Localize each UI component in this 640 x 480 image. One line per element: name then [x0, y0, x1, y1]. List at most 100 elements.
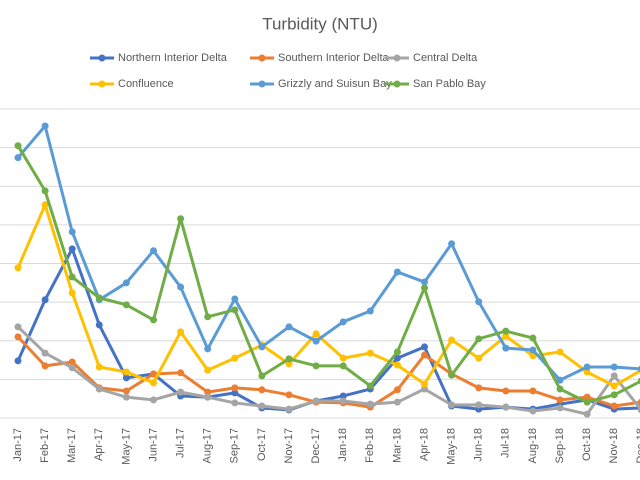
legend-label: Central Delta	[413, 52, 478, 64]
legend-marker	[258, 54, 266, 62]
data-point	[122, 368, 130, 376]
data-point	[583, 398, 591, 406]
data-point	[258, 343, 266, 351]
legend-marker	[258, 80, 266, 88]
data-point	[421, 380, 428, 388]
data-point	[583, 363, 591, 371]
data-point	[448, 401, 456, 409]
data-point	[68, 228, 76, 236]
data-point	[366, 382, 374, 390]
x-tick-label: Mar-17	[66, 428, 78, 463]
legend-label: Confluence	[118, 78, 174, 90]
data-point	[339, 318, 347, 326]
legend-label: San Pablo Bay	[413, 78, 486, 90]
x-tick-label: Oct-17	[256, 428, 268, 461]
data-point	[285, 323, 293, 331]
data-point	[177, 388, 185, 396]
legend-label: Southern Interior Delta	[278, 52, 390, 64]
data-point	[177, 369, 185, 377]
data-point	[475, 335, 483, 343]
x-tick-label: Mar-18	[391, 428, 403, 463]
data-point	[122, 301, 130, 309]
data-point	[68, 273, 76, 281]
legend-marker	[393, 80, 401, 88]
data-point	[610, 372, 618, 380]
legend-label: Northern Interior Delta	[118, 52, 228, 64]
x-tick-label: Jun-18	[473, 428, 485, 462]
data-point	[393, 398, 401, 406]
x-tick-label: Oct-18	[581, 428, 593, 461]
data-point	[556, 404, 564, 412]
data-point	[637, 406, 640, 414]
data-point	[68, 245, 76, 253]
data-point	[366, 349, 374, 357]
x-tick-label: Aug-18	[527, 428, 539, 463]
data-point	[285, 355, 293, 363]
data-point	[258, 402, 266, 410]
data-point	[177, 215, 185, 223]
data-point	[421, 343, 428, 351]
data-point	[529, 407, 537, 415]
x-tick-label: Sep-17	[229, 428, 241, 463]
data-point	[14, 357, 22, 365]
data-point	[556, 385, 564, 393]
x-tick-label: Feb-18	[364, 428, 376, 463]
data-point	[41, 122, 49, 130]
x-tick-label: Jul-18	[500, 428, 512, 458]
data-point	[475, 401, 483, 409]
data-point	[204, 393, 212, 401]
x-tick-label: Dec-18	[635, 428, 640, 463]
data-point	[393, 361, 401, 369]
data-point	[312, 337, 320, 345]
data-point	[14, 264, 22, 272]
x-tick-label: Sep-18	[554, 428, 566, 463]
x-tick-label: Nov-18	[608, 428, 620, 463]
x-tick-label: Nov-17	[283, 428, 295, 463]
data-point	[150, 370, 157, 378]
data-point	[177, 328, 185, 336]
data-point	[556, 376, 564, 384]
data-point	[366, 307, 374, 315]
data-point	[502, 344, 510, 352]
data-point	[68, 289, 76, 297]
series-line	[16, 335, 640, 409]
data-point	[475, 298, 483, 306]
data-point	[583, 410, 591, 418]
data-point	[41, 296, 49, 304]
data-point	[529, 334, 537, 342]
data-point	[204, 388, 212, 396]
data-point	[421, 385, 428, 393]
data-point	[312, 362, 320, 370]
data-point	[122, 374, 130, 382]
data-point	[14, 333, 22, 341]
series-line	[16, 144, 640, 404]
data-point	[556, 348, 564, 356]
data-point	[475, 354, 483, 362]
data-point	[366, 400, 374, 408]
data-point	[529, 387, 537, 395]
data-point	[393, 348, 401, 356]
data-point	[502, 332, 510, 340]
data-point	[95, 321, 103, 329]
data-point	[231, 389, 239, 397]
data-point	[14, 154, 22, 162]
x-tick-label: Jan-17	[12, 428, 24, 462]
data-point	[475, 384, 483, 392]
data-point	[231, 295, 239, 303]
data-point	[339, 354, 347, 362]
data-point	[529, 346, 537, 354]
data-point	[502, 327, 510, 335]
data-point	[312, 397, 320, 405]
data-point	[122, 387, 130, 395]
data-point	[150, 396, 157, 404]
data-point	[448, 336, 456, 344]
data-point	[231, 306, 239, 314]
data-point	[68, 364, 76, 372]
data-point	[122, 393, 130, 401]
legend-marker	[98, 80, 106, 88]
legend-marker	[98, 54, 106, 62]
data-point	[150, 316, 157, 324]
data-point	[448, 240, 456, 248]
x-tick-label: Dec-17	[310, 428, 322, 463]
